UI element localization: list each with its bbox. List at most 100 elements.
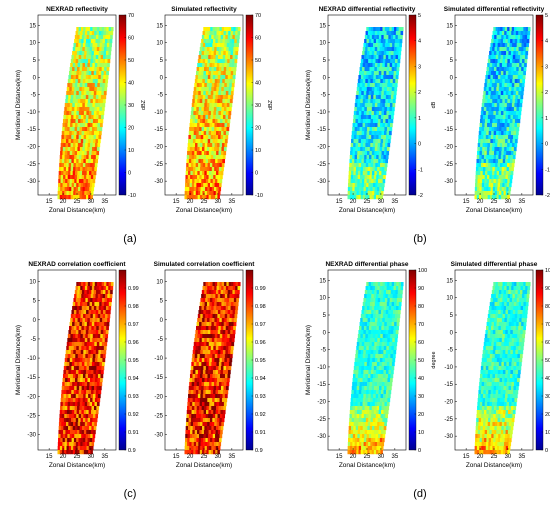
field-cell (364, 406, 368, 411)
field-cell (347, 187, 351, 192)
field-cell (194, 79, 198, 84)
field-cell (363, 159, 367, 164)
field-cell (66, 362, 70, 367)
field-cell (379, 382, 383, 387)
field-cell (513, 35, 516, 40)
field-cell (392, 354, 396, 359)
field-cell (498, 111, 502, 116)
field-cell (202, 426, 205, 431)
field-cell (68, 75, 72, 80)
field-cell (96, 31, 100, 36)
field-cell (194, 430, 198, 435)
field-cell (370, 75, 374, 80)
field-cell (190, 171, 193, 176)
field-cell (375, 334, 379, 339)
field-cell (509, 143, 513, 148)
field-cell (214, 282, 218, 287)
field-cell (77, 119, 81, 124)
field-cell (202, 446, 205, 451)
field-cell (218, 111, 222, 116)
field-cell (63, 418, 67, 423)
field-cell (74, 402, 78, 407)
field-cell (488, 131, 492, 136)
field-cell (194, 99, 198, 104)
field-cell (209, 446, 212, 451)
field-cell (99, 123, 103, 128)
field-cell (383, 410, 387, 415)
field-cell (102, 298, 105, 303)
field-cell (65, 179, 68, 184)
field-cell (205, 139, 209, 144)
field-cell (370, 59, 374, 64)
field-cell (204, 67, 207, 72)
field-cell (368, 394, 372, 399)
field-cell (361, 310, 365, 315)
field-cell (76, 111, 80, 116)
field-cell (378, 135, 382, 140)
field-cell (199, 103, 203, 108)
field-cell (357, 103, 361, 108)
field-cell (388, 51, 392, 56)
field-cell (79, 386, 82, 391)
field-cell (98, 75, 102, 80)
field-cell (485, 91, 489, 96)
field-cell (356, 107, 360, 112)
field-cell (96, 91, 100, 96)
field-cell (62, 187, 65, 192)
field-cell (95, 410, 99, 415)
field-cell (228, 302, 232, 307)
field-cell (504, 47, 507, 52)
field-cell (195, 167, 199, 172)
field-cell (70, 175, 73, 180)
field-cell (70, 350, 74, 355)
field-cell (390, 119, 394, 124)
field-cell (224, 338, 228, 343)
field-cell (523, 47, 527, 52)
field-cell (212, 354, 216, 359)
field-cell (391, 326, 394, 331)
field-cell (204, 378, 208, 383)
field-cell (200, 55, 204, 60)
field-cell (488, 91, 492, 96)
field-cell (94, 282, 98, 287)
x-tick-label: 30 (88, 199, 95, 205)
field-cell (205, 390, 209, 395)
field-cell (502, 179, 506, 184)
field-cell (209, 402, 213, 407)
field-cell (355, 171, 359, 176)
field-cell (193, 131, 197, 136)
field-cell (96, 51, 100, 56)
field-cell (374, 358, 378, 363)
field-cell (367, 127, 370, 132)
subplot-nexrad: NEXRAD correlation coefficient1050-5-10-… (15, 261, 139, 469)
field-cell (384, 298, 388, 303)
field-cell (92, 83, 96, 88)
field-cell (227, 75, 231, 80)
field-cell (356, 91, 360, 96)
field-cell (202, 143, 206, 148)
field-cell (215, 139, 218, 144)
field-cell (511, 27, 515, 32)
field-cell (378, 330, 382, 335)
field-cell (185, 167, 189, 172)
field-cell (394, 302, 397, 307)
field-cell (93, 51, 97, 56)
field-cell (59, 414, 63, 419)
field-cell (368, 346, 372, 351)
field-cell (351, 171, 354, 176)
field-cell (187, 442, 190, 447)
field-cell (350, 147, 354, 152)
field-cell (381, 155, 384, 160)
field-cell (94, 382, 98, 387)
field-cell (380, 175, 384, 180)
field-cell (212, 179, 216, 184)
field-cell (490, 95, 494, 100)
field-cell (90, 394, 94, 399)
field-cell (212, 294, 216, 299)
field-cell (498, 107, 502, 112)
field-cell (360, 115, 364, 120)
field-cell (88, 95, 92, 100)
field-cell (197, 350, 201, 355)
field-cell (366, 27, 369, 32)
field-cell (229, 83, 233, 88)
